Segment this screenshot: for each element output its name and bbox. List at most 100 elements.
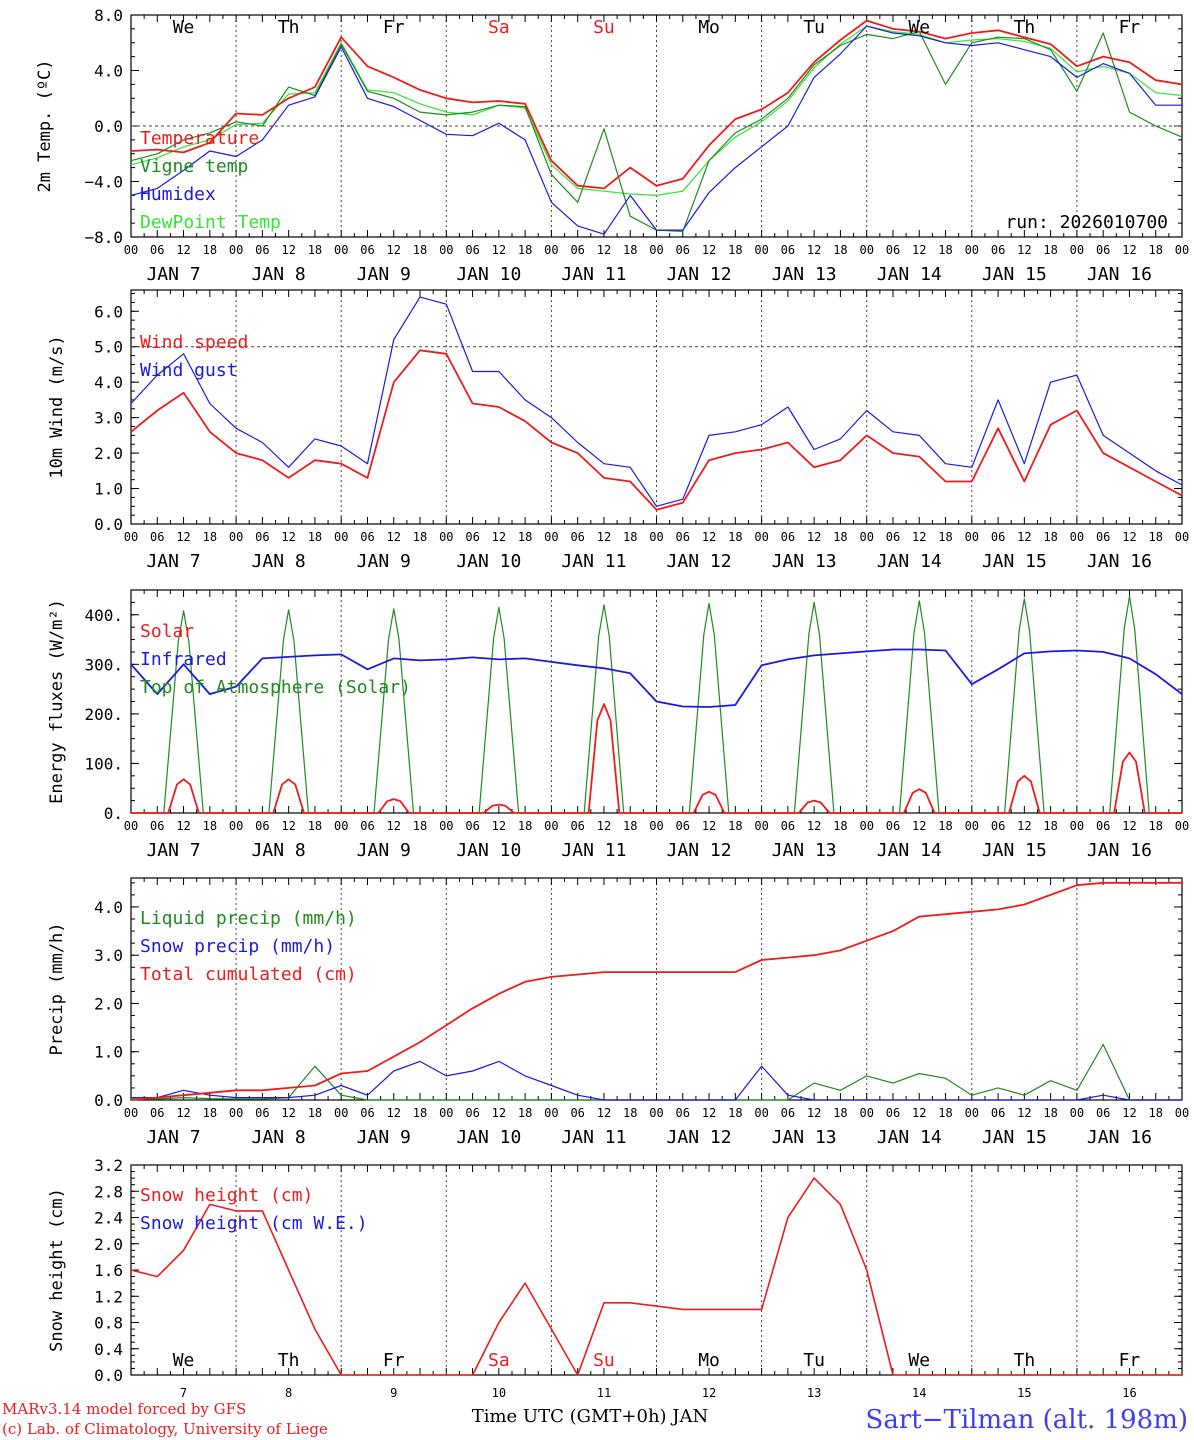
y-tick-label: 0.0 (94, 117, 123, 136)
hour-tick-label: 12 (702, 1106, 716, 1120)
hour-tick-label: 18 (203, 530, 217, 544)
day-number-label: 13 (807, 1386, 821, 1400)
credit-line-1: MARv3.14 model forced by GFS (2, 1400, 246, 1418)
y-tick-label: 4.0 (94, 898, 123, 917)
y-tick-label: 1.6 (94, 1261, 123, 1280)
hour-tick-label: 00 (544, 1106, 558, 1120)
hour-tick-label: 18 (203, 819, 217, 833)
hour-tick-label: 06 (570, 530, 584, 544)
date-label: JAN 9 (357, 264, 411, 285)
hour-tick-label: 00 (229, 819, 243, 833)
y-tick-label: 4.0 (94, 62, 123, 81)
hour-tick-label: 12 (492, 530, 506, 544)
y-tick-label: 0.8 (94, 1314, 123, 1333)
hour-tick-label: 18 (623, 1106, 637, 1120)
hour-tick-label: 06 (1096, 819, 1110, 833)
y-tick-label: 3.2 (94, 1156, 123, 1175)
hour-tick-label: 18 (938, 530, 952, 544)
hour-tick-label: 06 (255, 530, 269, 544)
hour-tick-label: 00 (544, 243, 558, 257)
y-tick-label: 2.0 (94, 994, 123, 1013)
hour-tick-label: 00 (1070, 1106, 1084, 1120)
date-label: JAN 13 (772, 551, 837, 572)
hour-tick-label: 18 (833, 530, 847, 544)
hour-tick-label: 06 (676, 530, 690, 544)
y-tick-label: 400. (84, 606, 123, 625)
series-line-wind-speed (130, 349, 1183, 511)
series-line-snow-height (130, 1177, 1182, 1376)
weekday-label: Tu (803, 1350, 825, 1371)
y-tick-label: 1.0 (94, 480, 123, 499)
legend-entry: Wind gust (140, 360, 238, 381)
date-label: JAN 9 (357, 840, 411, 861)
date-label: JAN 11 (561, 840, 626, 861)
hour-tick-label: 12 (281, 243, 295, 257)
hour-tick-label: 12 (176, 243, 190, 257)
legend-entry: Snow height (cm W.E.) (140, 1213, 368, 1234)
hour-tick-label: 12 (281, 1106, 295, 1120)
hour-tick-label: 18 (518, 819, 532, 833)
hour-tick-label: 06 (570, 1106, 584, 1120)
legend-entry: Total cumulated (cm) (140, 964, 357, 985)
hour-tick-label: 18 (1148, 243, 1162, 257)
hour-tick-label: 12 (281, 530, 295, 544)
date-label: JAN 12 (667, 1127, 732, 1148)
y-tick-label: 200. (84, 705, 123, 724)
hour-tick-label: 00 (649, 819, 663, 833)
y-tick-label: 5.0 (94, 338, 123, 357)
panel-4: 0.0 1.0 2.0 3.0 4.0 Precip (mm/h) Liquid preci… (47, 877, 1183, 1110)
date-label: JAN 15 (982, 551, 1047, 572)
hour-tick-label: 12 (1017, 530, 1031, 544)
date-label: JAN 12 (667, 840, 732, 861)
hour-tick-label: 06 (676, 243, 690, 257)
hour-tick-labels: 00 06 12 18 00 06 12 18 00 06 12 18 00 06 12 18 00 06 12 18… (124, 243, 1189, 285)
date-label: JAN 16 (1087, 840, 1152, 861)
day-number-label: 16 (1122, 1386, 1136, 1400)
hour-tick-label: 12 (807, 1106, 821, 1120)
day-number-label: 7 (180, 1386, 187, 1400)
hour-tick-label: 00 (754, 819, 768, 833)
legend-entry: Infrared (140, 649, 227, 670)
hour-tick-label: 18 (938, 243, 952, 257)
hour-tick-label: 18 (413, 243, 427, 257)
hour-tick-label: 00 (124, 530, 138, 544)
date-label: JAN 16 (1087, 1127, 1152, 1148)
legend-entry: Wind speed (140, 332, 248, 353)
hour-tick-label: 12 (702, 243, 716, 257)
hour-tick-label: 06 (360, 1106, 374, 1120)
y-tick-label: −8.0 (84, 228, 123, 247)
hour-tick-label: 06 (360, 819, 374, 833)
hour-tick-label: 00 (1175, 243, 1189, 257)
hour-tick-label: 12 (387, 819, 401, 833)
day-number-label: 14 (912, 1386, 926, 1400)
date-label: JAN 14 (877, 264, 942, 285)
y-tick-label: 1.0 (94, 1043, 123, 1062)
weekday-label: Su (593, 1350, 615, 1371)
hour-tick-label: 00 (229, 530, 243, 544)
hour-tick-label: 12 (176, 1106, 190, 1120)
hour-tick-label: 18 (518, 530, 532, 544)
hour-tick-label: 06 (991, 819, 1005, 833)
hour-tick-label: 18 (833, 243, 847, 257)
hour-tick-label: 06 (886, 530, 900, 544)
panel-5: 0.0 0.4 0.8 1.2 1.6 2.0 2.4 2.8 3.2 Snow height (… (47, 1156, 1183, 1400)
hour-tick-label: 00 (859, 530, 873, 544)
station-name: Sart−Tilman (alt. 198m) (866, 1405, 1188, 1435)
hour-tick-label: 18 (1043, 243, 1057, 257)
hour-tick-label: 18 (833, 819, 847, 833)
date-label: JAN 10 (456, 1127, 521, 1148)
hour-tick-label: 00 (229, 243, 243, 257)
hour-tick-labels: 00 06 12 18 00 06 12 18 00 06 12 18 00 06 12 18 00 06 12 18… (124, 819, 1189, 861)
hour-tick-label: 18 (203, 1106, 217, 1120)
weekday-label: We (908, 1350, 930, 1371)
hour-tick-label: 18 (728, 243, 742, 257)
date-label: JAN 14 (877, 840, 942, 861)
hour-tick-label: 06 (886, 1106, 900, 1120)
hour-tick-label: 12 (387, 530, 401, 544)
date-label: JAN 16 (1087, 264, 1152, 285)
hour-tick-label: 00 (1070, 243, 1084, 257)
hour-tick-label: 06 (991, 243, 1005, 257)
date-label: JAN 10 (456, 840, 521, 861)
hour-tick-label: 12 (807, 530, 821, 544)
